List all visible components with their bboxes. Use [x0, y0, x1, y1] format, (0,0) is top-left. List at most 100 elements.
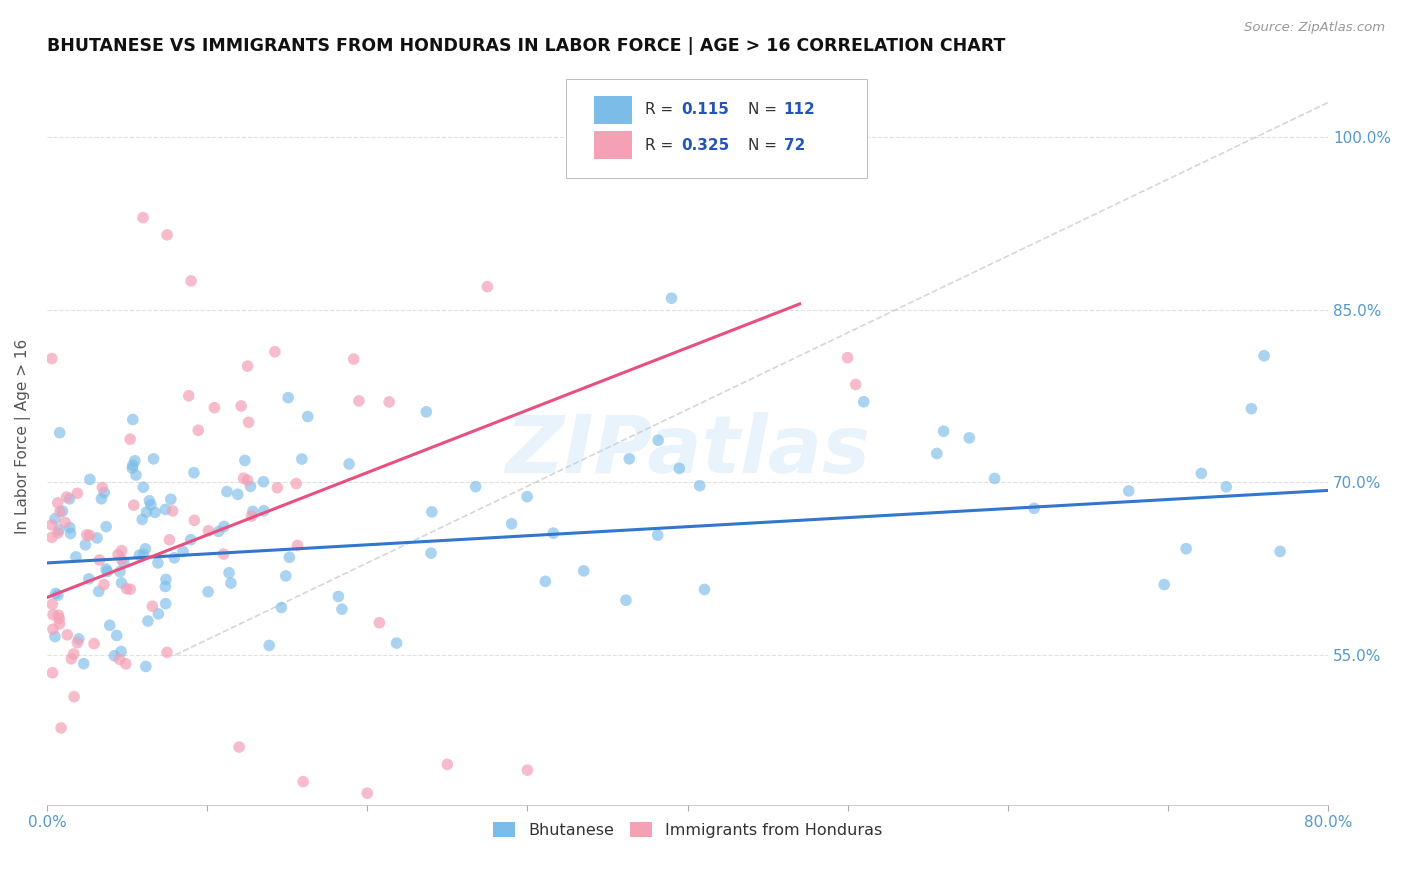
Point	[204, 401, 226, 415]
Point	[59, 526, 82, 541]
Point	[420, 546, 443, 560]
Text: R =: R =	[645, 103, 679, 118]
Point	[212, 519, 235, 533]
Point	[236, 359, 259, 373]
FancyBboxPatch shape	[565, 79, 868, 178]
Point	[128, 548, 150, 562]
Point	[368, 615, 391, 630]
Point	[91, 481, 114, 495]
Point	[146, 556, 169, 570]
Point	[93, 485, 115, 500]
Point	[96, 565, 118, 579]
Point	[48, 523, 70, 537]
Point	[48, 425, 70, 440]
Point	[41, 351, 63, 366]
Point	[65, 549, 87, 564]
Text: 112: 112	[783, 103, 815, 118]
FancyBboxPatch shape	[593, 96, 633, 124]
Point	[60, 652, 83, 666]
Point	[115, 582, 138, 596]
Point	[66, 486, 89, 500]
Point	[110, 552, 132, 566]
Point	[287, 539, 309, 553]
Point	[277, 391, 299, 405]
Point	[67, 632, 90, 646]
Point	[328, 590, 350, 604]
Point	[207, 524, 229, 539]
Point	[218, 566, 240, 580]
Point	[1253, 349, 1275, 363]
Point	[197, 584, 219, 599]
Point	[108, 565, 131, 579]
Point	[252, 475, 274, 489]
Point	[516, 763, 538, 777]
Point	[337, 457, 360, 471]
Point	[264, 344, 287, 359]
Point	[197, 524, 219, 538]
Point	[135, 505, 157, 519]
Point	[132, 211, 155, 225]
Point	[155, 580, 177, 594]
Point	[139, 498, 162, 512]
Point	[134, 541, 156, 556]
Point	[163, 550, 186, 565]
Point	[925, 446, 948, 460]
Text: R =: R =	[645, 138, 679, 153]
Point	[76, 528, 98, 542]
Point	[93, 577, 115, 591]
Point	[292, 774, 315, 789]
Point	[385, 636, 408, 650]
Point	[120, 432, 142, 446]
Point	[177, 389, 200, 403]
Point	[180, 533, 202, 547]
Point	[136, 614, 159, 628]
Point	[614, 593, 637, 607]
Point	[98, 618, 121, 632]
Point	[45, 586, 67, 600]
Point	[42, 622, 65, 636]
Point	[501, 516, 523, 531]
Point	[59, 521, 82, 535]
Text: N =: N =	[748, 103, 782, 118]
Point	[852, 394, 875, 409]
Point	[236, 473, 259, 487]
Point	[94, 519, 117, 533]
Point	[122, 498, 145, 512]
Point	[110, 644, 132, 658]
Point	[240, 508, 263, 523]
Point	[436, 757, 458, 772]
Point	[159, 492, 181, 507]
Point	[83, 637, 105, 651]
Point	[420, 505, 443, 519]
Point	[187, 423, 209, 437]
Point	[845, 377, 868, 392]
Point	[661, 291, 683, 305]
Point	[543, 526, 565, 541]
Point	[120, 582, 142, 597]
Point	[46, 588, 69, 602]
Point	[155, 573, 177, 587]
Point	[330, 602, 353, 616]
Point	[141, 599, 163, 614]
Point	[983, 471, 1005, 485]
Point	[121, 458, 143, 473]
Point	[647, 434, 669, 448]
Point	[55, 490, 77, 504]
Point	[347, 393, 370, 408]
Point	[238, 415, 260, 429]
Text: 0.115: 0.115	[681, 103, 730, 118]
Point	[46, 496, 69, 510]
Point	[159, 533, 181, 547]
Point	[1153, 577, 1175, 591]
Point	[572, 564, 595, 578]
Point	[121, 461, 143, 475]
Point	[49, 504, 72, 518]
Point	[86, 531, 108, 545]
Text: N =: N =	[748, 138, 782, 153]
Point	[172, 544, 194, 558]
Point	[107, 548, 129, 562]
Point	[415, 405, 437, 419]
Point	[183, 513, 205, 527]
Point	[41, 597, 63, 611]
Point	[693, 582, 716, 597]
